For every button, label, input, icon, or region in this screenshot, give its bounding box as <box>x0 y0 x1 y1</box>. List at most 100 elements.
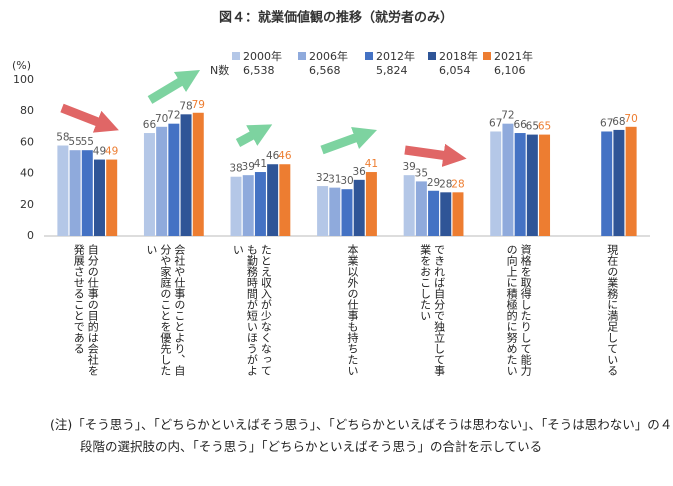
legend-label: 2006年 <box>309 49 348 63</box>
bar <box>267 164 279 236</box>
value-label: 65 <box>538 121 551 133</box>
y-tick-label: 0 <box>27 229 34 242</box>
value-label: 72 <box>501 110 514 122</box>
value-label: 31 <box>328 174 341 186</box>
legend-swatch <box>232 52 240 60</box>
bar <box>106 159 118 236</box>
value-label: 38 <box>229 163 242 175</box>
value-label: 67 <box>489 117 502 129</box>
legend-swatch <box>428 52 436 60</box>
legend-swatch <box>483 52 491 60</box>
value-label: 66 <box>513 119 527 131</box>
value-label: 67 <box>600 117 613 129</box>
bar <box>539 134 551 236</box>
y-tick-label: 100 <box>13 73 34 86</box>
value-label: 66 <box>143 119 157 131</box>
value-label: 49 <box>93 146 106 158</box>
x-tick-label: 現在の業務に満足している <box>605 244 619 376</box>
note: (注)「そう思う」、「どちらかといえばそう思う」、「どちらかといえばそうは思わな… <box>50 417 673 454</box>
x-tick-label: 自分の仕事の目的は会社を発展させることである <box>72 244 100 376</box>
value-label: 58 <box>56 132 69 144</box>
value-label: 65 <box>526 121 539 133</box>
y-tick-label: 40 <box>20 167 34 180</box>
value-label: 29 <box>427 177 440 189</box>
value-label: 36 <box>353 166 367 178</box>
bar <box>242 175 254 236</box>
bar <box>254 172 266 236</box>
value-label: 78 <box>179 100 192 112</box>
value-label: 68 <box>612 116 625 128</box>
bar <box>168 123 180 236</box>
bar <box>403 175 415 236</box>
value-label: 41 <box>365 158 378 170</box>
trend-arrows <box>60 69 467 167</box>
legend-n: 6,106 <box>494 64 526 77</box>
bar <box>365 172 377 236</box>
bar <box>57 145 69 236</box>
bar <box>514 133 526 236</box>
bar <box>93 159 105 236</box>
y-tick-label: 20 <box>20 198 34 211</box>
bar <box>69 150 81 236</box>
value-label: 41 <box>254 158 267 170</box>
legend-swatch <box>365 52 373 60</box>
value-label: 49 <box>105 146 118 158</box>
bar <box>180 114 192 236</box>
value-label: 46 <box>266 150 280 162</box>
value-label: 39 <box>402 161 415 173</box>
n-label: N数 <box>210 64 229 77</box>
value-label: 55 <box>81 136 94 148</box>
bar <box>526 134 538 236</box>
value-label: 39 <box>242 161 255 173</box>
legend-label: 2018年 <box>439 49 478 63</box>
bar <box>81 150 93 236</box>
x-tick-label: たとえ収入が少なくなっても勤務時間が短いほうがよい <box>231 244 273 376</box>
bar <box>428 190 440 236</box>
bar <box>415 181 427 236</box>
legend-label: 2012年 <box>376 49 415 63</box>
x-tick-label: できれば自分で独立して事業をおこしたい <box>418 244 446 376</box>
bar <box>156 126 168 236</box>
bar <box>317 186 329 236</box>
legend-swatch <box>298 52 306 60</box>
value-label: 70 <box>155 113 168 125</box>
bar <box>502 123 514 236</box>
bar <box>440 192 452 236</box>
value-label: 32 <box>316 172 329 184</box>
bar <box>490 131 502 236</box>
bar <box>601 131 613 236</box>
value-label: 70 <box>624 113 637 125</box>
value-label: 30 <box>340 175 353 187</box>
x-tick-label: 資格を取得したりして能力の向上に積極的に努めたい <box>505 244 533 376</box>
bar <box>341 189 353 236</box>
value-label: 28 <box>439 178 452 190</box>
y-tick-label: 80 <box>20 104 34 117</box>
x-tick-label: 会社や仕事のことより、自分や家庭のことを優先したい <box>144 244 186 376</box>
bar <box>353 179 365 236</box>
value-label: 79 <box>192 99 205 111</box>
value-label: 55 <box>68 136 81 148</box>
y-tick-label: 60 <box>20 135 34 148</box>
bar <box>625 126 637 236</box>
bar <box>143 133 155 236</box>
value-label: 72 <box>167 110 180 122</box>
bar <box>613 129 625 236</box>
legend-n: 6,538 <box>243 64 275 77</box>
legend-label: 2000年 <box>243 49 282 63</box>
value-label: 28 <box>451 178 464 190</box>
legend-label: 2021年 <box>494 49 533 63</box>
bar <box>279 164 291 236</box>
value-label: 35 <box>415 167 428 179</box>
x-tick-label: 本業以外の仕事も持ちたい <box>346 244 359 376</box>
bar <box>192 112 204 236</box>
bar <box>452 192 464 236</box>
bar <box>329 187 341 236</box>
legend-n: 5,824 <box>376 64 408 77</box>
y-unit: (%) <box>12 59 31 72</box>
chart-title: 図４：就業価値観の推移（就労者のみ） <box>219 10 453 26</box>
legend-n: 6,054 <box>439 64 471 77</box>
legend-n: 6,568 <box>309 64 341 77</box>
bar <box>230 176 242 236</box>
